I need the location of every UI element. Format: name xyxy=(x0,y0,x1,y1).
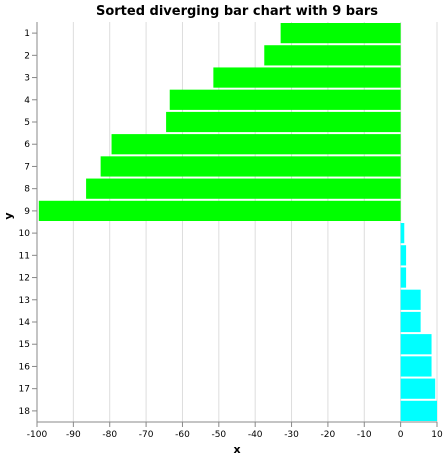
bar-2 xyxy=(264,45,401,66)
x-tick-label: 0 xyxy=(398,430,404,440)
y-tick-label: 4 xyxy=(24,96,30,106)
gridlines xyxy=(36,22,438,422)
x-tick-label: -10 xyxy=(357,430,372,440)
bar-11 xyxy=(400,245,407,266)
y-tick-label: 6 xyxy=(24,140,30,150)
bar-12 xyxy=(400,267,407,288)
bar-1 xyxy=(280,23,401,44)
y-tick-label: 8 xyxy=(24,185,30,195)
bar-14 xyxy=(400,311,421,333)
x-tick-label: -50 xyxy=(211,430,226,440)
y-tick-label: 14 xyxy=(19,318,31,328)
x-tick-label: 10 xyxy=(431,430,443,440)
y-tick-label: 5 xyxy=(24,118,30,128)
x-axis-title: x xyxy=(233,443,240,456)
bar-5 xyxy=(166,111,401,133)
y-tick-label: 1 xyxy=(24,29,30,39)
y-tick-label: 11 xyxy=(19,251,30,261)
bar-8 xyxy=(86,178,401,199)
bar-16 xyxy=(400,356,432,377)
bar-10 xyxy=(400,223,405,244)
bar-7 xyxy=(100,156,401,177)
bar-15 xyxy=(400,334,432,355)
bar-6 xyxy=(111,134,401,155)
bar-18 xyxy=(400,400,437,421)
bar-3 xyxy=(213,67,401,88)
y-axis-title: y xyxy=(2,212,15,219)
x-tick-label: -40 xyxy=(248,430,263,440)
bar-13 xyxy=(400,289,421,310)
y-tick-label: 7 xyxy=(24,162,30,172)
y-tick-label: 10 xyxy=(19,229,31,239)
y-tick-label: 12 xyxy=(19,274,30,284)
y-tick-label: 2 xyxy=(24,51,30,61)
y-tick-label: 3 xyxy=(24,74,30,84)
bar-4 xyxy=(169,89,401,110)
x-tick-label: -70 xyxy=(139,430,154,440)
x-tick-label: -100 xyxy=(27,430,48,440)
y-tick-label: 16 xyxy=(19,362,31,372)
x-tick-label: -30 xyxy=(284,430,299,440)
x-tick-label: -60 xyxy=(175,430,190,440)
x-tick-label: -90 xyxy=(66,430,81,440)
chart-title: Sorted diverging bar chart with 9 bars xyxy=(96,4,378,19)
x-tick-label: -80 xyxy=(102,430,117,440)
x-tick-label: -20 xyxy=(321,430,336,440)
y-tick-label: 18 xyxy=(19,407,31,417)
y-tick-label: 13 xyxy=(19,296,30,306)
y-tick-label: 17 xyxy=(19,385,30,395)
y-tick-label: 9 xyxy=(24,207,30,217)
y-tick-label: 15 xyxy=(19,340,30,350)
bar-9 xyxy=(38,200,401,221)
axes: -100 -90 -80 -70 -60 -50 -40 -30 -20 -10 0 10123456… xyxy=(19,22,443,440)
bars xyxy=(38,23,437,421)
bar-17 xyxy=(400,378,436,399)
